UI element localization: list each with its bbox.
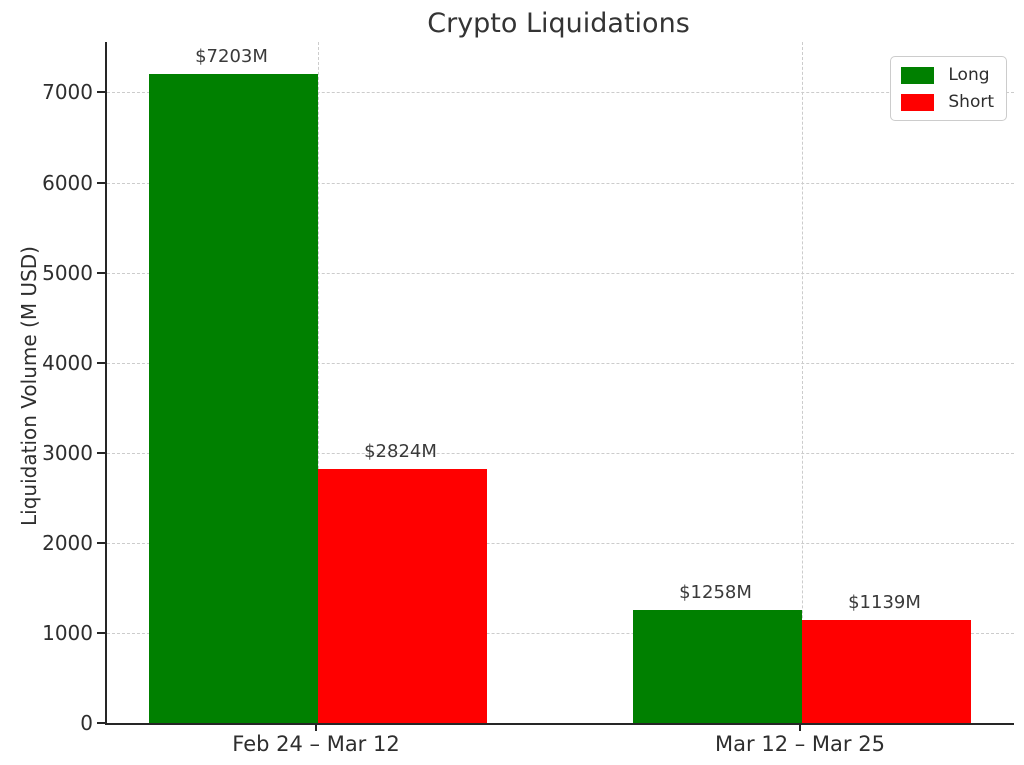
legend-item-short: Short (901, 92, 994, 112)
bar-value-label-long-0: $7203M (195, 46, 268, 67)
y-tick-mark-5000 (97, 271, 105, 274)
gridline-h-3000 (107, 452, 1014, 454)
chart-title: Crypto Liquidations (427, 8, 690, 39)
legend-item-long: Long (901, 65, 994, 85)
legend: Long Short (890, 56, 1007, 121)
y-tick-mark-6000 (97, 181, 105, 184)
y-tick-label: 2000 (42, 530, 93, 555)
y-tick-label: 0 (80, 711, 93, 735)
x-tick-mark-1 (799, 725, 801, 731)
legend-swatch-long (901, 66, 935, 84)
bar-value-label-long-1: $1258M (679, 582, 752, 603)
gridline-h-6000 (107, 182, 1014, 184)
bar-short-0 (318, 469, 487, 723)
plot-area (105, 42, 1014, 725)
gridline-h-5000 (107, 272, 1014, 274)
legend-label-long: Long (948, 65, 990, 85)
y-axis-label: Liquidation Volume (M USD) (17, 246, 41, 526)
gridline-h-1000 (107, 632, 1014, 634)
x-tick-label-1: Mar 12 – Mar 25 (715, 732, 885, 756)
bar-value-label-short-0: $2824M (364, 441, 437, 462)
y-tick-mark-1000 (97, 631, 105, 634)
y-tick-label: 6000 (42, 170, 93, 195)
bar-long-0 (149, 74, 318, 723)
y-tick-label: 7000 (42, 80, 93, 105)
y-tick-label: 5000 (42, 260, 93, 285)
y-tick-mark-3000 (97, 451, 105, 454)
bar-long-1 (633, 610, 802, 723)
bar-short-1 (802, 620, 971, 723)
gridline-h-4000 (107, 362, 1014, 364)
bar-value-label-short-1: $1139M (848, 592, 921, 613)
gridline-h-7000 (107, 92, 1014, 94)
legend-swatch-short (901, 93, 935, 111)
legend-label-short: Short (948, 92, 994, 112)
y-tick-label: 4000 (42, 350, 93, 375)
x-tick-mark-0 (315, 725, 317, 731)
gridline-h-2000 (107, 542, 1014, 544)
gridline-v-1 (802, 42, 803, 723)
y-tick-mark-4000 (97, 361, 105, 364)
y-tick-label: 1000 (42, 620, 93, 645)
y-tick-mark-0 (97, 722, 105, 724)
gridline-v-0 (318, 42, 319, 723)
y-tick-mark-7000 (97, 91, 105, 94)
y-tick-mark-2000 (97, 541, 105, 544)
y-tick-label: 3000 (42, 440, 93, 465)
x-tick-label-0: Feb 24 – Mar 12 (232, 732, 400, 756)
